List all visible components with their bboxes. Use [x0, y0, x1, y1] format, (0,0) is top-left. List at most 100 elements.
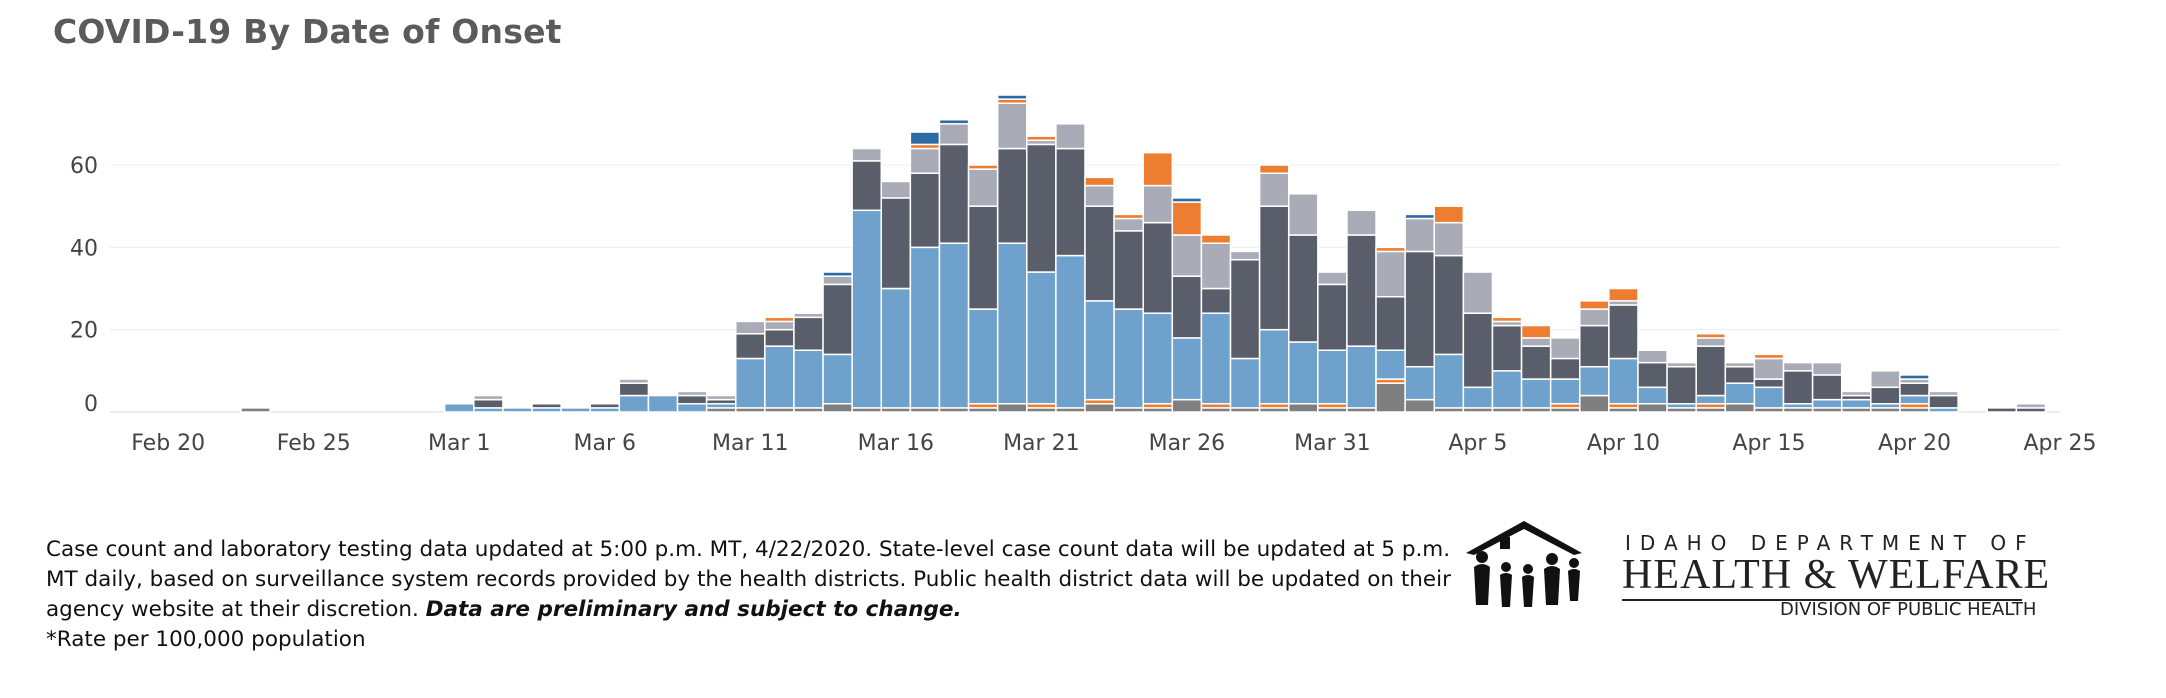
bar-segment[interactable] [647, 394, 679, 413]
bar-segment[interactable] [880, 287, 912, 409]
bar-segment[interactable] [1433, 254, 1465, 356]
bar-segment[interactable] [1637, 361, 1668, 389]
bar-segment[interactable] [1520, 337, 1552, 347]
bar-segment[interactable] [1753, 378, 1785, 389]
bar-segment[interactable] [2015, 403, 2047, 409]
bar-segment[interactable] [560, 407, 591, 413]
bar-segment[interactable] [1404, 398, 1436, 413]
bar-segment[interactable] [1287, 234, 1319, 343]
bar-segment[interactable] [1753, 357, 1785, 380]
bar-segment[interactable] [764, 320, 795, 331]
bar-segment[interactable] [1549, 357, 1581, 380]
bar-segment[interactable] [1258, 328, 1290, 405]
bar-segment[interactable] [1811, 361, 1843, 376]
bar-segment[interactable] [1171, 337, 1203, 401]
bar-segment[interactable] [996, 102, 1028, 150]
bar-segment[interactable] [1433, 221, 1465, 257]
bar-segment[interactable] [1462, 312, 1494, 389]
bar-segment[interactable] [1870, 370, 1901, 389]
bar-segment[interactable] [1433, 353, 1465, 409]
bar-segment[interactable] [1026, 143, 1057, 273]
bar-segment[interactable] [618, 378, 650, 384]
bar-segment[interactable] [1724, 403, 1756, 413]
bar-segment[interactable] [1375, 246, 1406, 253]
bar-segment[interactable] [938, 242, 970, 409]
bar-segment[interactable] [1579, 324, 1610, 368]
bar-segment[interactable] [1637, 403, 1668, 413]
bar-segment[interactable] [1113, 230, 1144, 310]
bar-segment[interactable] [1637, 349, 1668, 364]
bar-segment[interactable] [909, 246, 941, 409]
bar-segment[interactable] [1695, 394, 1727, 405]
bar-segment[interactable] [1084, 300, 1115, 401]
bar-segment[interactable] [880, 180, 912, 199]
bar-segment[interactable] [1346, 234, 1377, 347]
bar-segment[interactable] [996, 147, 1028, 244]
bar-segment[interactable] [1840, 390, 1872, 397]
bar-segment[interactable] [851, 147, 883, 162]
bar-segment[interactable] [1258, 164, 1290, 174]
bar-segment[interactable] [1229, 357, 1261, 409]
bar-segment[interactable] [1899, 394, 1930, 405]
bar-segment[interactable] [1579, 300, 1610, 310]
bar-segment[interactable] [618, 382, 650, 397]
bar-segment[interactable] [1811, 374, 1843, 401]
bar-segment[interactable] [618, 394, 650, 413]
bar-segment[interactable] [793, 316, 824, 352]
bar-segment[interactable] [1200, 242, 1232, 290]
bar-segment[interactable] [764, 345, 795, 409]
bar-segment[interactable] [1084, 176, 1115, 187]
bar-segment[interactable] [1404, 365, 1436, 401]
bar-segment[interactable] [1404, 213, 1436, 220]
bar-segment[interactable] [1317, 283, 1348, 351]
bar-segment[interactable] [1171, 275, 1203, 339]
bar-segment[interactable] [851, 160, 883, 212]
bar-segment[interactable] [1287, 193, 1319, 236]
bar-segment[interactable] [1462, 386, 1494, 409]
bar-segment[interactable] [1287, 403, 1319, 413]
bar-segment[interactable] [1840, 398, 1872, 409]
bar-segment[interactable] [1462, 271, 1494, 314]
bar-segment[interactable] [1811, 398, 1843, 409]
bar-segment[interactable] [1084, 205, 1115, 302]
bar-segment[interactable] [1171, 234, 1203, 277]
bar-segment[interactable] [1317, 349, 1348, 405]
bar-segment[interactable] [1229, 258, 1261, 360]
bar-segment[interactable] [938, 118, 970, 125]
bar-segment[interactable] [793, 312, 824, 319]
bar-segment[interactable] [1287, 341, 1319, 405]
bar-segment[interactable] [1142, 221, 1174, 314]
bar-segment[interactable] [240, 407, 271, 413]
bar-segment[interactable] [1695, 337, 1727, 347]
bar-segment[interactable] [909, 147, 941, 174]
bar-segment[interactable] [764, 316, 795, 323]
bar-segment[interactable] [1084, 403, 1115, 413]
bar-segment[interactable] [822, 403, 853, 413]
bar-segment[interactable] [1608, 304, 1639, 360]
bar-segment[interactable] [1491, 324, 1523, 372]
bar-segment[interactable] [1346, 345, 1377, 409]
bar-segment[interactable] [1695, 345, 1727, 397]
bar-segment[interactable] [1055, 123, 1086, 150]
bar-segment[interactable] [909, 131, 941, 146]
bar-segment[interactable] [1579, 365, 1610, 397]
bar-segment[interactable] [1346, 209, 1377, 236]
bar-segment[interactable] [1142, 312, 1174, 405]
bar-segment[interactable] [1549, 337, 1581, 360]
bar-segment[interactable] [1375, 250, 1406, 298]
bar-segment[interactable] [1899, 382, 1930, 397]
bar-segment[interactable] [967, 308, 999, 405]
bar-segment[interactable] [734, 320, 766, 335]
bar-segment[interactable] [1608, 357, 1639, 405]
bar-segment[interactable] [1986, 407, 2018, 413]
bar-segment[interactable] [531, 403, 562, 409]
bar-segment[interactable] [1870, 386, 1901, 405]
bar-segment[interactable] [1549, 378, 1581, 405]
bar-segment[interactable] [822, 271, 853, 277]
bar-segment[interactable] [967, 164, 999, 170]
bar-segment[interactable] [1113, 217, 1144, 232]
bar-segment[interactable] [1026, 135, 1057, 142]
bar-segment[interactable] [967, 205, 999, 310]
bar-segment[interactable] [1084, 184, 1115, 207]
bar-segment[interactable] [1142, 184, 1174, 224]
